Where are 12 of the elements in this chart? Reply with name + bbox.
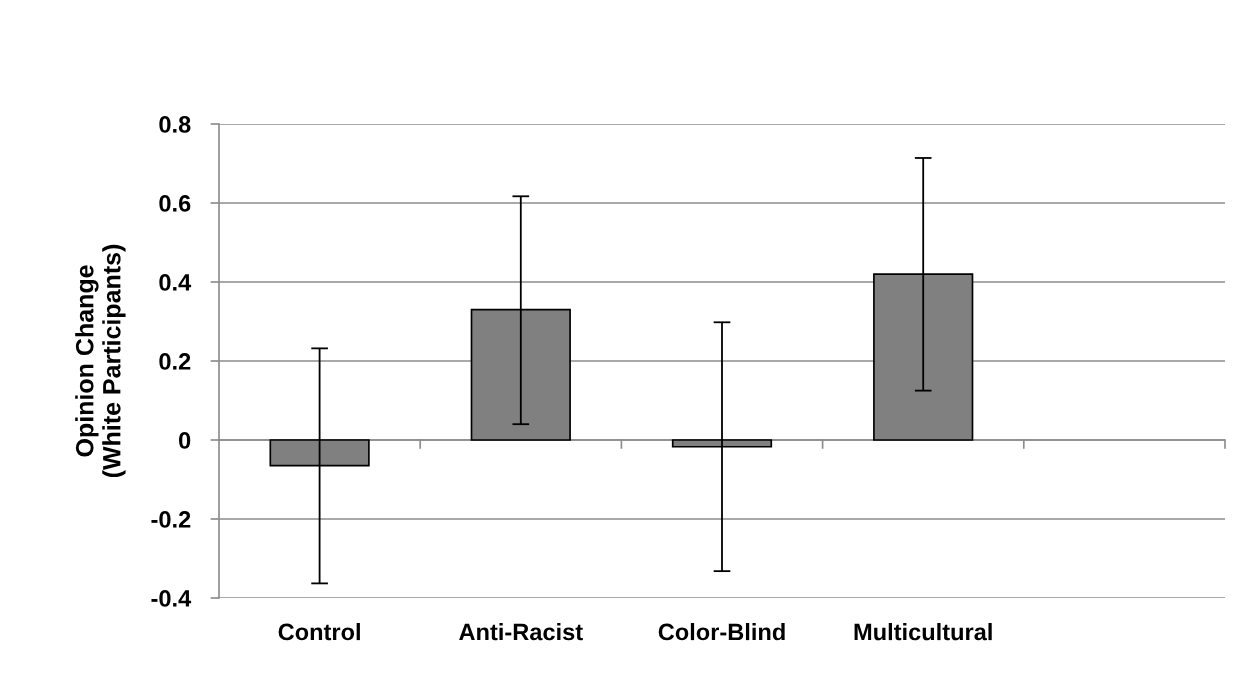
x-tick-label: Control [278,623,360,641]
x-tick-label: Anti-Racist [459,623,583,641]
y-tick-label: -0.2 [151,511,191,528]
y-tick-label: 0.4 [159,274,192,291]
y-tick-label: 0.6 [159,195,191,212]
y-tick-label: 0.8 [159,116,191,133]
x-tick-label: Color-Blind [658,623,785,641]
y-tick-label: 0.2 [159,353,191,370]
y-tick-label: -0.4 [151,590,192,607]
y-tick-label: 0 [179,432,191,449]
y-axis-title: Opinion Change (White Participants) [75,244,126,478]
x-tick-label: Multicultural [854,623,992,641]
